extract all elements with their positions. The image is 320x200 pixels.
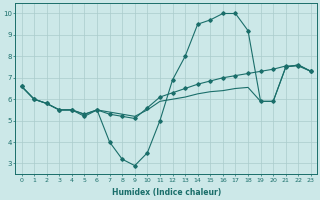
X-axis label: Humidex (Indice chaleur): Humidex (Indice chaleur)	[112, 188, 221, 197]
